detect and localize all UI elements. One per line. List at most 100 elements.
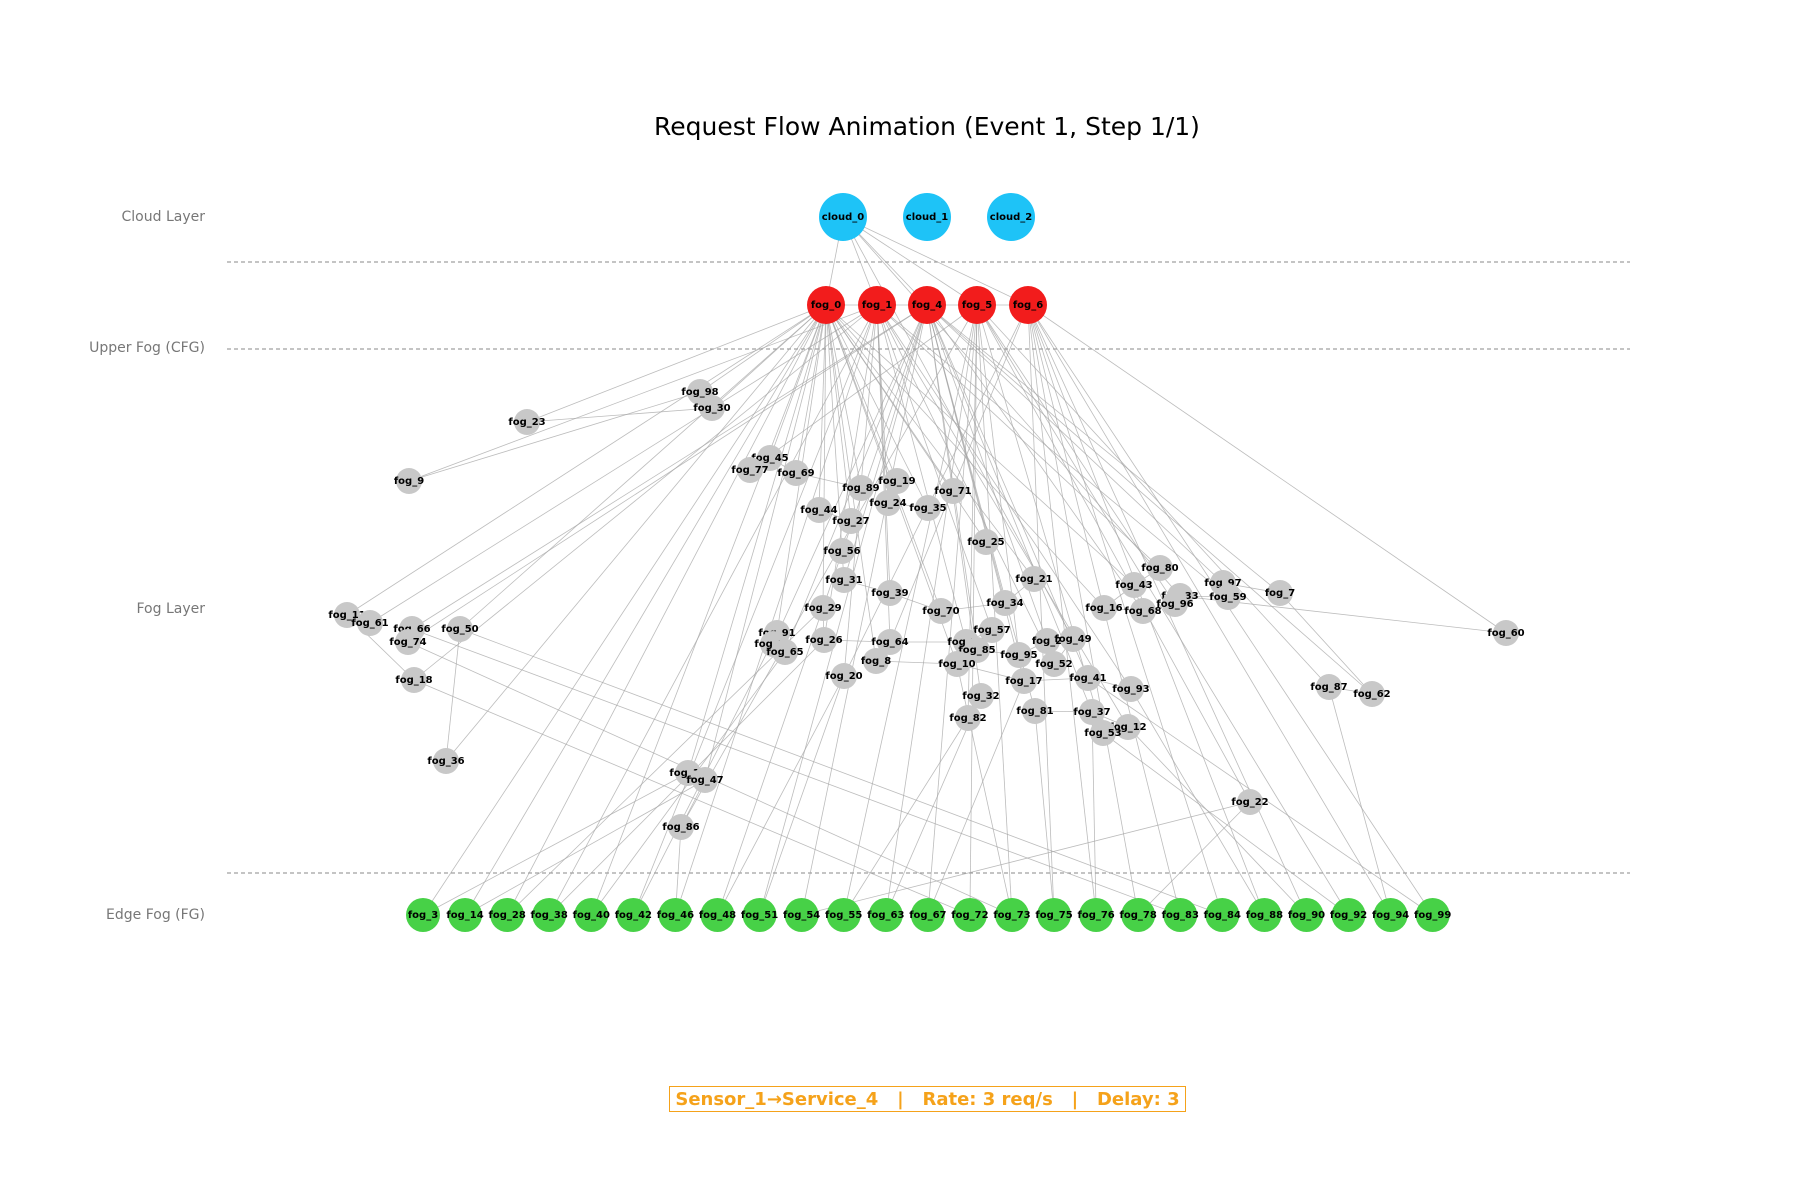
node-fog-49: fog_49 [1054, 626, 1092, 652]
node-label: fog_47 [686, 775, 723, 786]
node-label: fog_46 [657, 910, 694, 921]
node-label: fog_16 [1085, 603, 1122, 614]
node-label: fog_34 [986, 598, 1023, 609]
node-fog-65: fog_65 [766, 639, 804, 665]
node-fog-2: fog_2 [1032, 628, 1062, 654]
node-label: fog_1 [862, 300, 892, 311]
node-circle [819, 193, 867, 241]
node-circle [1267, 580, 1293, 606]
node-fog-0: fog_0 [807, 286, 845, 324]
edge-fog_6-fog_64 [889, 304, 1029, 643]
node-label: fog_35 [909, 503, 946, 514]
edge-fog_6-fog_60 [1027, 304, 1507, 634]
node-fog-35: fog_35 [909, 495, 947, 521]
node-fog-68: fog_68 [1124, 598, 1162, 624]
edge-fog_1-fog_18 [413, 304, 878, 681]
node-circle [742, 898, 777, 932]
node-label: fog_38 [531, 910, 568, 921]
node-label: fog_23 [508, 417, 545, 428]
edge-fog_36-fog_50 [445, 628, 461, 762]
node-fog-61: fog_61 [351, 610, 389, 636]
node-fog-85: fog_85 [958, 637, 996, 663]
edge-fog_32-fog_63 [885, 695, 982, 916]
edge-fog_47-fog_14 [464, 779, 706, 916]
node-fog-57: fog_57 [973, 617, 1011, 643]
node-fog-5: fog_5 [958, 286, 996, 324]
node-fog-96: fog_96 [1156, 591, 1194, 617]
node-fog-75: fog_75 [1035, 898, 1073, 932]
node-circle [757, 445, 783, 471]
edge-cloud_0-fog_6 [842, 216, 1029, 306]
node-fog-54: fog_54 [783, 898, 820, 932]
edge-fog_53-fog_92 [1102, 732, 1349, 916]
edge-fog_18-fog_72 [413, 679, 971, 916]
node-fog-34: fog_34 [986, 590, 1024, 616]
node-fog-47: fog_47 [686, 767, 724, 793]
edge-fog_5-fog_77 [749, 304, 978, 471]
node-circle [1331, 898, 1366, 932]
node-label: fog_56 [823, 546, 860, 557]
node-fog-99: fog_99 [1414, 898, 1451, 932]
edge-fog_6-fog_99 [1027, 304, 1434, 916]
edge-fog_1-fog_46 [675, 304, 878, 916]
node-circle [848, 475, 874, 501]
node-label: fog_59 [1209, 592, 1246, 603]
edge-fog_4-fog_74 [407, 304, 928, 643]
node-circle [1247, 898, 1282, 932]
node-label: fog_51 [741, 910, 778, 921]
node-label: fog_10 [938, 659, 975, 670]
edge-fog_6-fog_75 [1027, 304, 1055, 916]
info-separator: | [878, 1088, 923, 1110]
node-fog-81: fog_81 [1016, 698, 1054, 724]
node-fog-78: fog_78 [1120, 898, 1157, 932]
edge-fog_4-fog_41 [926, 304, 1089, 679]
node-label: fog_83 [1162, 910, 1199, 921]
node-label: fog_2 [1032, 636, 1062, 647]
edge-fog_4-fog_66 [411, 304, 928, 630]
edge-fog_5-fog_92 [976, 304, 1349, 916]
node-circle [783, 460, 809, 486]
edge-fog_5-fog_87 [976, 304, 1330, 688]
node-fog-89: fog_89 [842, 475, 880, 501]
node-circle [868, 898, 903, 932]
edge-fog_5-fog_53 [976, 304, 1104, 734]
node-label: fog_27 [832, 516, 869, 527]
node-fog-72: fog_72 [951, 898, 989, 932]
node-fog-20: fog_20 [825, 663, 863, 689]
node-label: fog_94 [1372, 910, 1409, 921]
node-fog-41: fog_41 [1069, 665, 1107, 691]
node-label: fog_50 [441, 624, 478, 635]
edge-fog_5-fog_86 [680, 304, 978, 828]
node-fog-26: fog_26 [805, 627, 843, 653]
node-label: fog_39 [871, 588, 908, 599]
node-circle [1121, 898, 1156, 932]
info-separator: | [1052, 1088, 1097, 1110]
node-fog-4: fog_4 [908, 286, 946, 324]
node-label: fog_79 [947, 637, 984, 648]
node-fog-37: fog_37 [1073, 699, 1111, 725]
edge-fog_0-fog_56 [825, 304, 843, 552]
node-label: fog_64 [871, 637, 908, 648]
node-fog-18: fog_18 [395, 667, 433, 693]
edge-fog_4-fog_68 [926, 304, 1144, 612]
edge-fog_0-fog_40 [590, 304, 827, 916]
diagram-title: Request Flow Animation (Event 1, Step 1/… [654, 112, 1200, 141]
node-circle [700, 898, 735, 932]
node-circle [1079, 699, 1105, 725]
node-label: fog_81 [1016, 706, 1053, 717]
node-label: fog_63 [867, 910, 904, 921]
node-label: fog_86 [662, 822, 699, 833]
node-fog-74: fog_74 [389, 629, 427, 655]
edge-fog_4-fog_13 [772, 304, 928, 645]
node-circle [829, 538, 855, 564]
node-circle [1118, 676, 1144, 702]
node-label: fog_44 [800, 505, 837, 516]
edge-fog_81-fog_75 [1034, 710, 1055, 916]
node-label: fog_32 [962, 691, 999, 702]
node-fog-44: fog_44 [800, 497, 838, 523]
node-label: fog_11 [328, 610, 365, 621]
node-fog-42: fog_42 [615, 898, 652, 932]
node-label: fog_93 [1112, 684, 1149, 695]
edge-fog_17-fog_67 [927, 680, 1025, 916]
node-circle [1289, 898, 1324, 932]
